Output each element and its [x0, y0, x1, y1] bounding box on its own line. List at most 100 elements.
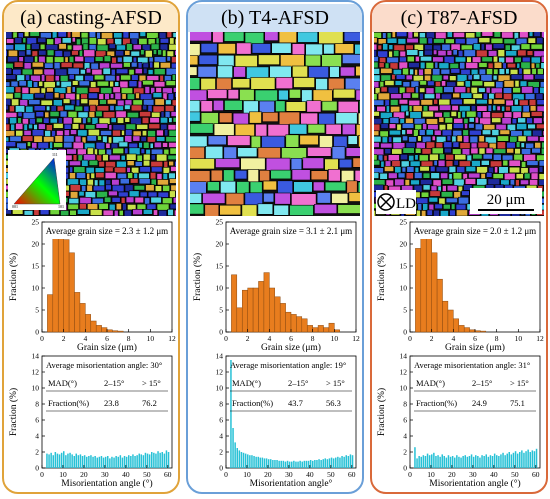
grain [334, 43, 355, 54]
grain [261, 135, 285, 148]
grain [108, 124, 113, 131]
grain [501, 105, 506, 112]
misorientation-bar [90, 455, 92, 468]
misorientation-bar [424, 456, 427, 468]
misorientation-bar [270, 459, 272, 468]
misorientation-bar [161, 452, 163, 468]
misorientation-bar [489, 455, 492, 468]
y-axis-label: Fraction (%) [376, 253, 387, 301]
grain [452, 172, 463, 180]
grain [387, 154, 400, 162]
grain [274, 192, 291, 205]
grain-size-bar [47, 294, 54, 333]
grain [86, 67, 92, 74]
grain [78, 191, 85, 197]
grain [219, 204, 242, 216]
misorientation-bar [332, 458, 335, 468]
grain [171, 74, 176, 81]
grain [474, 116, 479, 124]
grain [65, 92, 76, 101]
grain [31, 129, 45, 137]
grain [7, 56, 19, 63]
x-tick-label: 12 [168, 334, 176, 343]
grain [485, 87, 491, 94]
panel-title: (c) T87-AFSD [372, 4, 546, 32]
grain [220, 180, 236, 194]
grain [395, 74, 406, 80]
grain [454, 86, 467, 93]
grain [204, 204, 220, 216]
grain [165, 136, 176, 143]
grain [352, 157, 360, 168]
y-tick-label: 10 [32, 284, 40, 293]
grain [418, 68, 424, 77]
grain [76, 87, 89, 95]
grain [527, 123, 536, 130]
grain [469, 135, 479, 144]
x-tick-label: 20 [80, 470, 88, 479]
grain-size-bar [285, 311, 292, 333]
grain [139, 32, 146, 37]
grain [215, 158, 241, 168]
x-tick-label: 40 [122, 470, 130, 479]
grain [124, 135, 133, 143]
grain [519, 99, 529, 107]
grain [523, 73, 534, 81]
grain [427, 37, 433, 45]
grain [474, 123, 483, 131]
misorientation-bar [483, 456, 485, 468]
grain [522, 105, 530, 113]
y-tick-label: 5 [219, 306, 223, 315]
y-tick-label: 12 [32, 368, 40, 377]
grain [394, 80, 403, 86]
grain [163, 160, 169, 169]
grain [190, 55, 199, 66]
grain [174, 160, 176, 168]
grain [420, 191, 430, 198]
grain [521, 161, 527, 168]
grain [6, 141, 17, 147]
grain [167, 209, 174, 216]
grain [205, 146, 224, 160]
x-tick-label: 12 [352, 334, 360, 343]
grain-size-bar [231, 274, 238, 333]
grain [200, 100, 213, 112]
misorientation-bar [314, 460, 316, 468]
misorientation-bar [322, 459, 324, 468]
grain [415, 55, 420, 62]
grain [391, 74, 396, 81]
grain [374, 130, 380, 136]
grain [324, 158, 339, 171]
grain [78, 80, 90, 87]
grain [117, 56, 123, 63]
grain [492, 104, 497, 111]
grain [409, 111, 422, 119]
grain [314, 204, 338, 214]
grain [355, 89, 360, 101]
misorientation-bar [48, 454, 50, 468]
x-tick-label: 0 [408, 334, 412, 343]
grain [132, 130, 142, 137]
ebsd-map [190, 32, 360, 216]
grain [416, 209, 421, 216]
grain [6, 49, 8, 58]
grain-size-bar [436, 278, 443, 333]
grain [6, 148, 9, 154]
grain [130, 50, 140, 57]
grain [505, 99, 514, 107]
table-header: > 15° [326, 378, 345, 388]
misorientation-bar [318, 459, 320, 468]
grain [102, 154, 109, 162]
grain [346, 180, 358, 194]
grain [402, 135, 408, 142]
grain [478, 135, 485, 143]
misorientation-bar [527, 449, 529, 468]
grain [533, 117, 543, 124]
misorientation-bar [341, 456, 343, 468]
grain [100, 130, 112, 136]
grain [11, 98, 20, 107]
grain [12, 32, 18, 39]
grain [45, 74, 55, 83]
grain [399, 50, 406, 58]
grain [342, 54, 360, 64]
